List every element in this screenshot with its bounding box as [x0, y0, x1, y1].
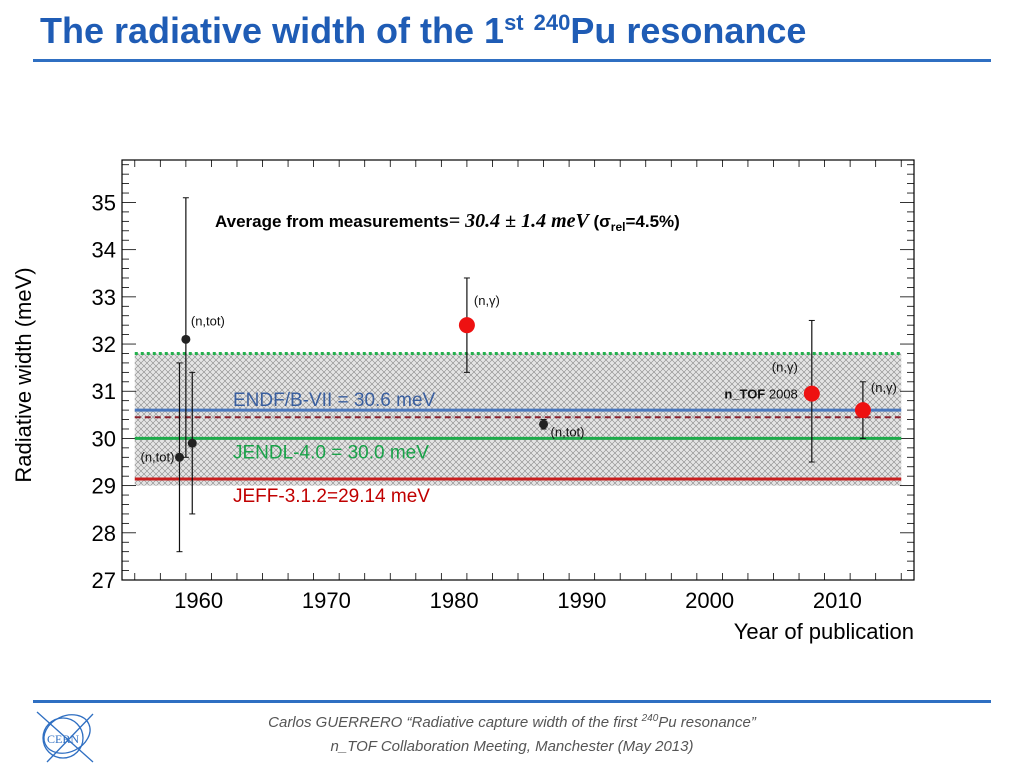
data-marker [803, 385, 820, 402]
y-tick-label: 34 [92, 238, 116, 263]
data-point: (n,γ) n_TOF 2008 [724, 319, 820, 463]
data-point: (n,tot) [181, 197, 225, 458]
y-tick-label: 28 [92, 521, 116, 546]
data-point: (n,tot) [539, 419, 585, 439]
y-tick-label: 33 [92, 285, 116, 310]
title-text: The radiative width of the 1 [40, 10, 505, 51]
data-marker [539, 419, 549, 429]
y-tick-label: 30 [92, 426, 116, 451]
average-band-hatch [134, 353, 902, 486]
y-tick-label: 31 [92, 379, 116, 404]
title-isotope-mass: 240 [533, 10, 571, 35]
x-tick-label: 1970 [302, 588, 351, 613]
footer-line-1: Carlos GUERRERO “Radiative capture width… [0, 713, 1024, 731]
title-text-end: Pu resonance [570, 10, 807, 51]
data-label: (n,tot) [191, 313, 225, 328]
y-tick-label: 27 [92, 568, 116, 593]
title-ordinal: st [504, 10, 524, 35]
cern-logo: CERN [36, 711, 94, 763]
y-axis-title: Radiative width (meV) [11, 267, 36, 482]
data-marker [854, 402, 871, 419]
footer-line-2: n_TOF Collaboration Meeting, Manchester … [330, 738, 694, 755]
footer-isotope-mass: 240 [641, 713, 659, 724]
x-axis-title: Year of publication [734, 619, 914, 644]
x-tick-label: 2010 [813, 588, 862, 613]
data-point: (n,γ) [854, 380, 897, 439]
data-marker [187, 438, 197, 448]
slide-title: The radiative width of the 1st 240Pu res… [40, 10, 806, 52]
y-tick-label: 32 [92, 332, 116, 357]
footer-text-end: Pu resonance” [658, 714, 756, 731]
x-tick-label: 1960 [174, 588, 223, 613]
data-marker [181, 334, 191, 344]
y-tick-label: 29 [92, 474, 116, 499]
x-tick-label: 2000 [685, 588, 734, 613]
endf-label: ENDF/B-VII = 30.6 meV [233, 390, 436, 411]
data-label: (n,tot) [551, 424, 585, 439]
data-marker [458, 317, 475, 334]
y-tick-label: 35 [92, 190, 116, 215]
jendl-label: JENDL-4.0 = 30.0 meV [233, 442, 429, 463]
footer-divider [33, 700, 991, 703]
average-annotation: Average from measurements= 30.4 ± 1.4 me… [215, 210, 680, 234]
data-label: (n,tot) [141, 449, 175, 464]
data-label: (n,γ) [474, 293, 500, 308]
title-divider [33, 59, 991, 62]
footer-text: Carlos GUERRERO “Radiative capture width… [268, 714, 642, 731]
x-tick-label: 1980 [430, 588, 479, 613]
data-label: (n,γ) [871, 380, 897, 395]
chart: 27 28 29 30 31 32 33 34 35 1960 1970 1980 1990 2000 20… [11, 159, 915, 644]
logo-text: CERN [47, 732, 79, 746]
x-tick-label: 1990 [557, 588, 606, 613]
data-marker [174, 452, 184, 462]
data-extra-label: n_TOF 2008 [724, 387, 797, 402]
data-point [187, 371, 197, 515]
jeff-label: JEFF-3.1.2=29.14 meV [233, 486, 430, 507]
data-point: (n,tot) [141, 362, 184, 553]
data-point: (n,γ) [458, 277, 500, 373]
data-label: (n,γ) [772, 360, 798, 375]
